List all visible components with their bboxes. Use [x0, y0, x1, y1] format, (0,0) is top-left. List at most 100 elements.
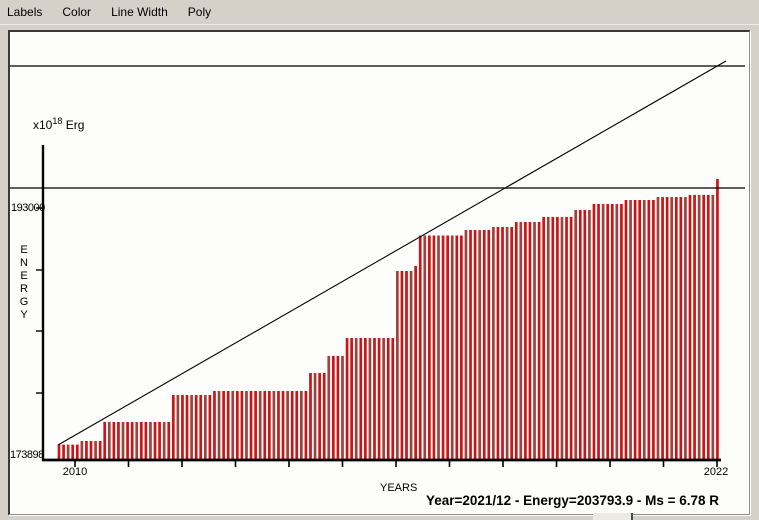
energy-bar	[309, 373, 312, 460]
energy-bar	[286, 391, 289, 460]
energy-bar	[176, 395, 180, 460]
energy-bar	[556, 216, 559, 460]
energy-bar	[304, 391, 308, 460]
energy-bar	[492, 227, 495, 460]
energy-bar	[629, 200, 632, 460]
energy-bar	[327, 355, 331, 460]
energy-bar	[277, 391, 280, 460]
energy-bar	[382, 338, 385, 460]
energy-bar	[313, 373, 317, 460]
energy-bar	[446, 235, 449, 460]
energy-bar	[505, 227, 509, 460]
energy-bar	[359, 338, 363, 460]
energy-bar	[272, 391, 276, 460]
energy-bar	[85, 441, 88, 460]
energy-bar	[578, 209, 582, 460]
energy-bar	[126, 422, 129, 460]
energy-bar	[514, 222, 518, 460]
y-tick-label-top: 193000	[11, 202, 45, 214]
energy-bar	[642, 200, 646, 460]
energy-bar	[569, 216, 573, 460]
status-readout: Year=2021/12 - Energy=203793.9 - Ms = 6.…	[425, 493, 720, 508]
energy-bar	[71, 444, 75, 460]
energy-bar	[121, 422, 125, 460]
energy-bar	[560, 216, 564, 460]
energy-bar	[267, 391, 271, 460]
energy-bar	[94, 441, 97, 460]
menu-item-labels[interactable]: Labels	[7, 4, 43, 19]
energy-bar	[601, 204, 605, 460]
energy-bar	[574, 209, 578, 460]
diagonal-trend-line	[57, 60, 727, 446]
menu-bar: Labels Color Line Width Poly	[0, 0, 759, 25]
energy-bar	[377, 338, 381, 460]
menu-item-color[interactable]: Color	[62, 4, 92, 19]
energy-bar	[592, 204, 596, 460]
energy-bar	[185, 395, 189, 460]
energy-bar	[354, 338, 358, 460]
energy-bar	[711, 194, 715, 460]
energy-bar	[450, 235, 454, 460]
x-tick-label-2022: 2022	[703, 466, 729, 478]
energy-bar	[139, 422, 143, 460]
energy-bar	[391, 338, 395, 460]
energy-bar	[405, 271, 408, 460]
energy-bar	[258, 391, 262, 460]
energy-bar	[418, 235, 422, 460]
energy-bar	[409, 271, 413, 460]
energy-bar	[542, 216, 546, 460]
menu-item-line-width[interactable]: Line Width	[111, 4, 168, 19]
energy-bar	[80, 441, 84, 460]
energy-bar	[400, 271, 404, 460]
energy-bar	[75, 444, 79, 460]
energy-bar	[432, 235, 436, 460]
energy-bar	[464, 230, 468, 460]
energy-bar	[66, 444, 70, 460]
energy-bar	[144, 422, 148, 460]
energy-bar	[537, 222, 541, 460]
energy-bar	[624, 200, 628, 460]
menu-item-poly[interactable]: Poly	[187, 4, 212, 19]
energy-bar	[318, 373, 321, 460]
energy-bar	[350, 338, 353, 460]
energy-bar	[226, 391, 230, 460]
energy-bar	[162, 422, 166, 460]
energy-bar	[633, 200, 637, 460]
energy-bar	[647, 200, 651, 460]
energy-bar	[423, 235, 427, 460]
energy-plot	[10, 60, 745, 467]
energy-bar	[135, 422, 139, 460]
energy-bar	[89, 441, 93, 460]
energy-bar	[158, 422, 161, 460]
y-axis-unit-label: x1018 Erg	[33, 116, 85, 132]
energy-bar	[107, 422, 111, 460]
energy-bar	[610, 204, 614, 460]
energy-bar	[697, 194, 701, 460]
energy-bar	[670, 197, 674, 460]
energy-bar	[684, 197, 687, 460]
energy-bar	[501, 227, 504, 460]
energy-bar	[688, 194, 692, 460]
energy-bar	[482, 230, 486, 460]
energy-bar	[222, 391, 225, 460]
energy-bar	[331, 355, 335, 460]
energy-bar	[364, 338, 367, 460]
energy-bar	[597, 204, 600, 460]
partial-background-window	[593, 513, 633, 520]
energy-bar	[62, 444, 65, 460]
energy-bar	[546, 216, 550, 460]
energy-bar	[373, 338, 376, 460]
energy-bar	[341, 355, 344, 460]
x-tick-label-2010: 2010	[62, 466, 88, 478]
energy-bar	[231, 391, 235, 460]
energy-bar	[615, 204, 619, 460]
energy-bar	[487, 230, 491, 460]
energy-bar	[295, 391, 299, 460]
energy-bar	[674, 197, 678, 460]
energy-bar	[117, 422, 120, 460]
x-axis-title: YEARS	[380, 482, 418, 494]
energy-bar	[299, 391, 303, 460]
energy-bar	[208, 395, 212, 460]
